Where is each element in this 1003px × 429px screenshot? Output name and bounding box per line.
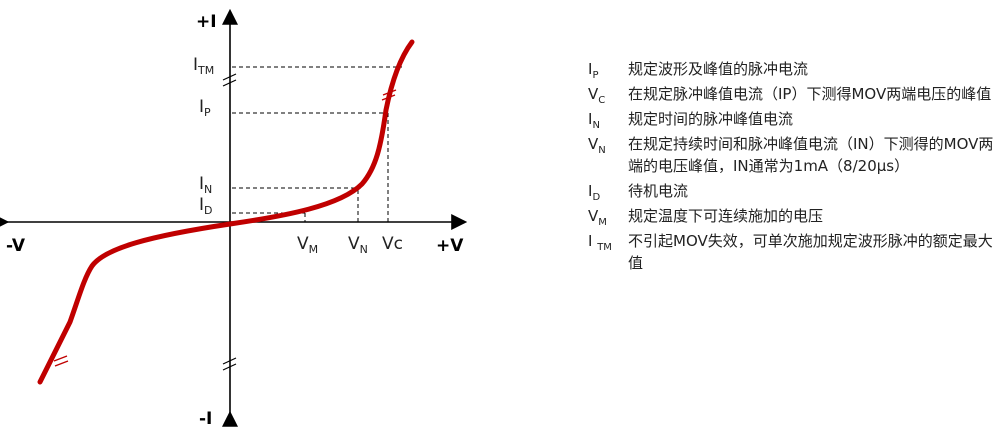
legend-text: 规定时间的脉冲峰值电流	[628, 110, 794, 128]
legend-row-in: IN 规定时间的脉冲峰值电流	[588, 108, 998, 131]
neg-current-label: -I	[199, 409, 212, 429]
label-ip: IP	[199, 97, 211, 119]
legend-symbol: VN	[588, 135, 606, 156]
vi-curve	[37, 39, 415, 385]
label-vm: VM	[297, 234, 318, 256]
legend-symbol: IN	[588, 110, 600, 131]
axis-break-marks	[222, 73, 237, 371]
legend-row-id: ID 待机电流	[588, 180, 998, 203]
legend-text: 不引起MOV失效，可单次施加规定波形脉冲的额定最大值	[628, 232, 993, 272]
label-id: ID	[199, 195, 213, 217]
label-itm: ITM	[193, 55, 214, 77]
label-vc: Vc	[382, 234, 403, 254]
legend-row-ip: IP 规定波形及峰值的脉冲电流	[588, 58, 998, 81]
reference-lines	[232, 66, 402, 222]
legend-symbol: I TM	[588, 232, 612, 253]
legend-row-vn: VN 在规定持续时间和脉冲峰值电流（IN）下测得的MOV两端的电压峰值，IN通常…	[588, 133, 998, 177]
legend: IP 规定波形及峰值的脉冲电流 VC 在规定脉冲峰值电流（IP）下测得MOV两端…	[588, 58, 998, 277]
legend-text: 待机电流	[628, 182, 689, 200]
legend-text: 在规定脉冲峰值电流（IP）下测得MOV两端电压的峰值	[628, 85, 992, 103]
label-in: IN	[199, 174, 212, 196]
legend-symbol: IP	[588, 60, 599, 81]
legend-row-itm: I TM 不引起MOV失效，可单次施加规定波形脉冲的额定最大值	[588, 230, 998, 274]
pos-voltage-label: +V	[436, 236, 464, 256]
legend-symbol: ID	[588, 182, 601, 203]
pos-current-label: +I	[196, 12, 217, 32]
legend-text: 在规定持续时间和脉冲峰值电流（IN）下测得的MOV两端的电压峰值，IN通常为1m…	[628, 135, 994, 175]
neg-voltage-label: -V	[6, 236, 26, 256]
label-vn: VN	[348, 234, 368, 256]
legend-symbol: VM	[588, 207, 607, 228]
legend-symbol: VC	[588, 85, 606, 106]
legend-row-vm: VM 规定温度下可连续施加的电压	[588, 205, 998, 228]
curve-break-marks	[53, 89, 397, 367]
legend-text: 规定波形及峰值的脉冲电流	[628, 60, 809, 78]
legend-row-vc: VC 在规定脉冲峰值电流（IP）下测得MOV两端电压的峰值	[588, 83, 998, 106]
legend-text: 规定温度下可连续施加的电压	[628, 207, 824, 225]
